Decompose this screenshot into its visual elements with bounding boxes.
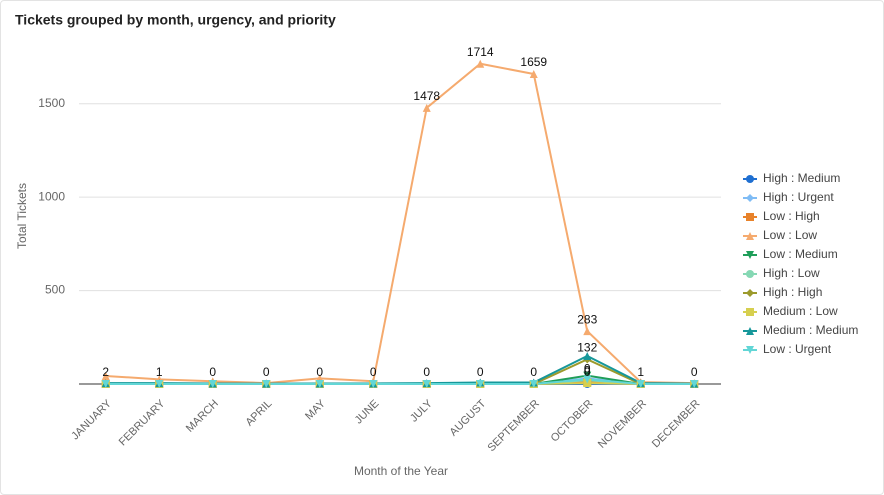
point	[583, 375, 592, 384]
y-tick-label: 1000	[38, 189, 65, 203]
legend-label: Low : High	[763, 209, 820, 223]
data-label: 1478	[413, 89, 440, 103]
point	[583, 327, 592, 336]
legend-label: Low : Medium	[763, 247, 838, 261]
x-tick-label: OCTOBER	[549, 398, 596, 445]
legend-label: High : High	[763, 285, 822, 299]
legend-item[interactable]: High : Urgent	[743, 190, 834, 204]
legend-label: High : Medium	[763, 171, 840, 185]
x-tick-label: APRIL	[243, 398, 274, 429]
legend-marker	[746, 251, 754, 259]
legend-marker	[746, 308, 754, 316]
x-tick-label: JUNE	[353, 398, 382, 427]
x-tick-label: NOVEMBER	[596, 398, 649, 451]
x-tick-label: MARCH	[184, 398, 221, 435]
point	[636, 380, 645, 388]
point	[369, 380, 378, 388]
x-tick-label: FEBRUARY	[117, 397, 168, 448]
point	[529, 380, 538, 388]
legend-item[interactable]: Medium : Low	[743, 304, 838, 318]
x-tick-label: JULY	[408, 397, 435, 424]
legend-marker	[746, 327, 754, 335]
data-label: 1714	[467, 45, 494, 59]
data-label: 283	[577, 312, 597, 326]
data-label: 0	[584, 363, 591, 377]
legend-marker	[746, 175, 754, 183]
legend-item[interactable]: Low : Low	[743, 228, 817, 242]
data-label: 0	[316, 365, 323, 379]
legend-label: Low : Urgent	[763, 342, 832, 356]
chart-title: Tickets grouped by month, urgency, and p…	[15, 12, 336, 28]
point	[262, 380, 271, 388]
point	[101, 380, 110, 388]
legend-item[interactable]: High : Low	[743, 266, 820, 280]
x-tick-label: JANUARY	[69, 397, 114, 442]
legend-item[interactable]: Low : Medium	[743, 247, 838, 261]
data-label: 0	[263, 365, 270, 379]
data-label: 0	[423, 365, 430, 379]
point	[583, 351, 592, 360]
legend-item[interactable]: High : High	[743, 285, 822, 299]
point	[690, 380, 699, 388]
data-label: 132	[577, 341, 597, 355]
point	[529, 70, 538, 79]
data-label: 1	[637, 365, 644, 379]
legend-item[interactable]: High : Medium	[743, 171, 840, 185]
x-tick-label: MAY	[303, 397, 328, 422]
series-line	[105, 378, 695, 385]
data-label: 0	[370, 365, 377, 379]
series-line	[105, 62, 695, 385]
legend-item[interactable]: Low : Urgent	[743, 342, 832, 356]
data-label: 0	[584, 365, 591, 379]
legend-marker	[746, 213, 754, 221]
point	[155, 380, 164, 388]
point	[101, 371, 110, 380]
data-label: 1	[156, 365, 163, 379]
x-tick-label: DECEMBER	[650, 398, 703, 451]
legend-item[interactable]: Low : High	[743, 209, 820, 223]
data-label: 0	[209, 365, 216, 379]
point	[476, 59, 485, 68]
point	[315, 380, 324, 388]
data-label: 0	[691, 365, 698, 379]
data-label: 0	[477, 365, 484, 379]
data-label: 2	[102, 365, 109, 379]
legend-label: Medium : Medium	[763, 323, 858, 337]
legend-label: Medium : Low	[763, 304, 838, 318]
legend-marker	[746, 232, 754, 240]
legend-marker	[746, 270, 754, 278]
data-label: 0	[584, 361, 591, 375]
y-tick-label: 500	[45, 283, 65, 297]
point	[422, 380, 431, 388]
legend-label: High : Low	[763, 266, 820, 280]
y-tick-label: 1500	[38, 96, 65, 110]
legend-marker	[746, 346, 754, 354]
point	[476, 380, 485, 388]
point	[422, 103, 431, 112]
data-label: 1659	[520, 55, 547, 69]
data-label: 0	[530, 365, 537, 379]
legend-marker	[746, 194, 754, 202]
point	[208, 380, 217, 388]
x-tick-label: SEPTEMBER	[485, 398, 542, 455]
y-axis-title: Total Tickets	[15, 183, 29, 249]
x-tick-label: AUGUST	[448, 397, 489, 438]
x-axis-title: Month of the Year	[354, 464, 448, 478]
legend-marker	[746, 289, 754, 297]
legend-label: High : Urgent	[763, 190, 834, 204]
legend-label: Low : Low	[763, 228, 817, 242]
legend-item[interactable]: Medium : Medium	[743, 323, 858, 337]
